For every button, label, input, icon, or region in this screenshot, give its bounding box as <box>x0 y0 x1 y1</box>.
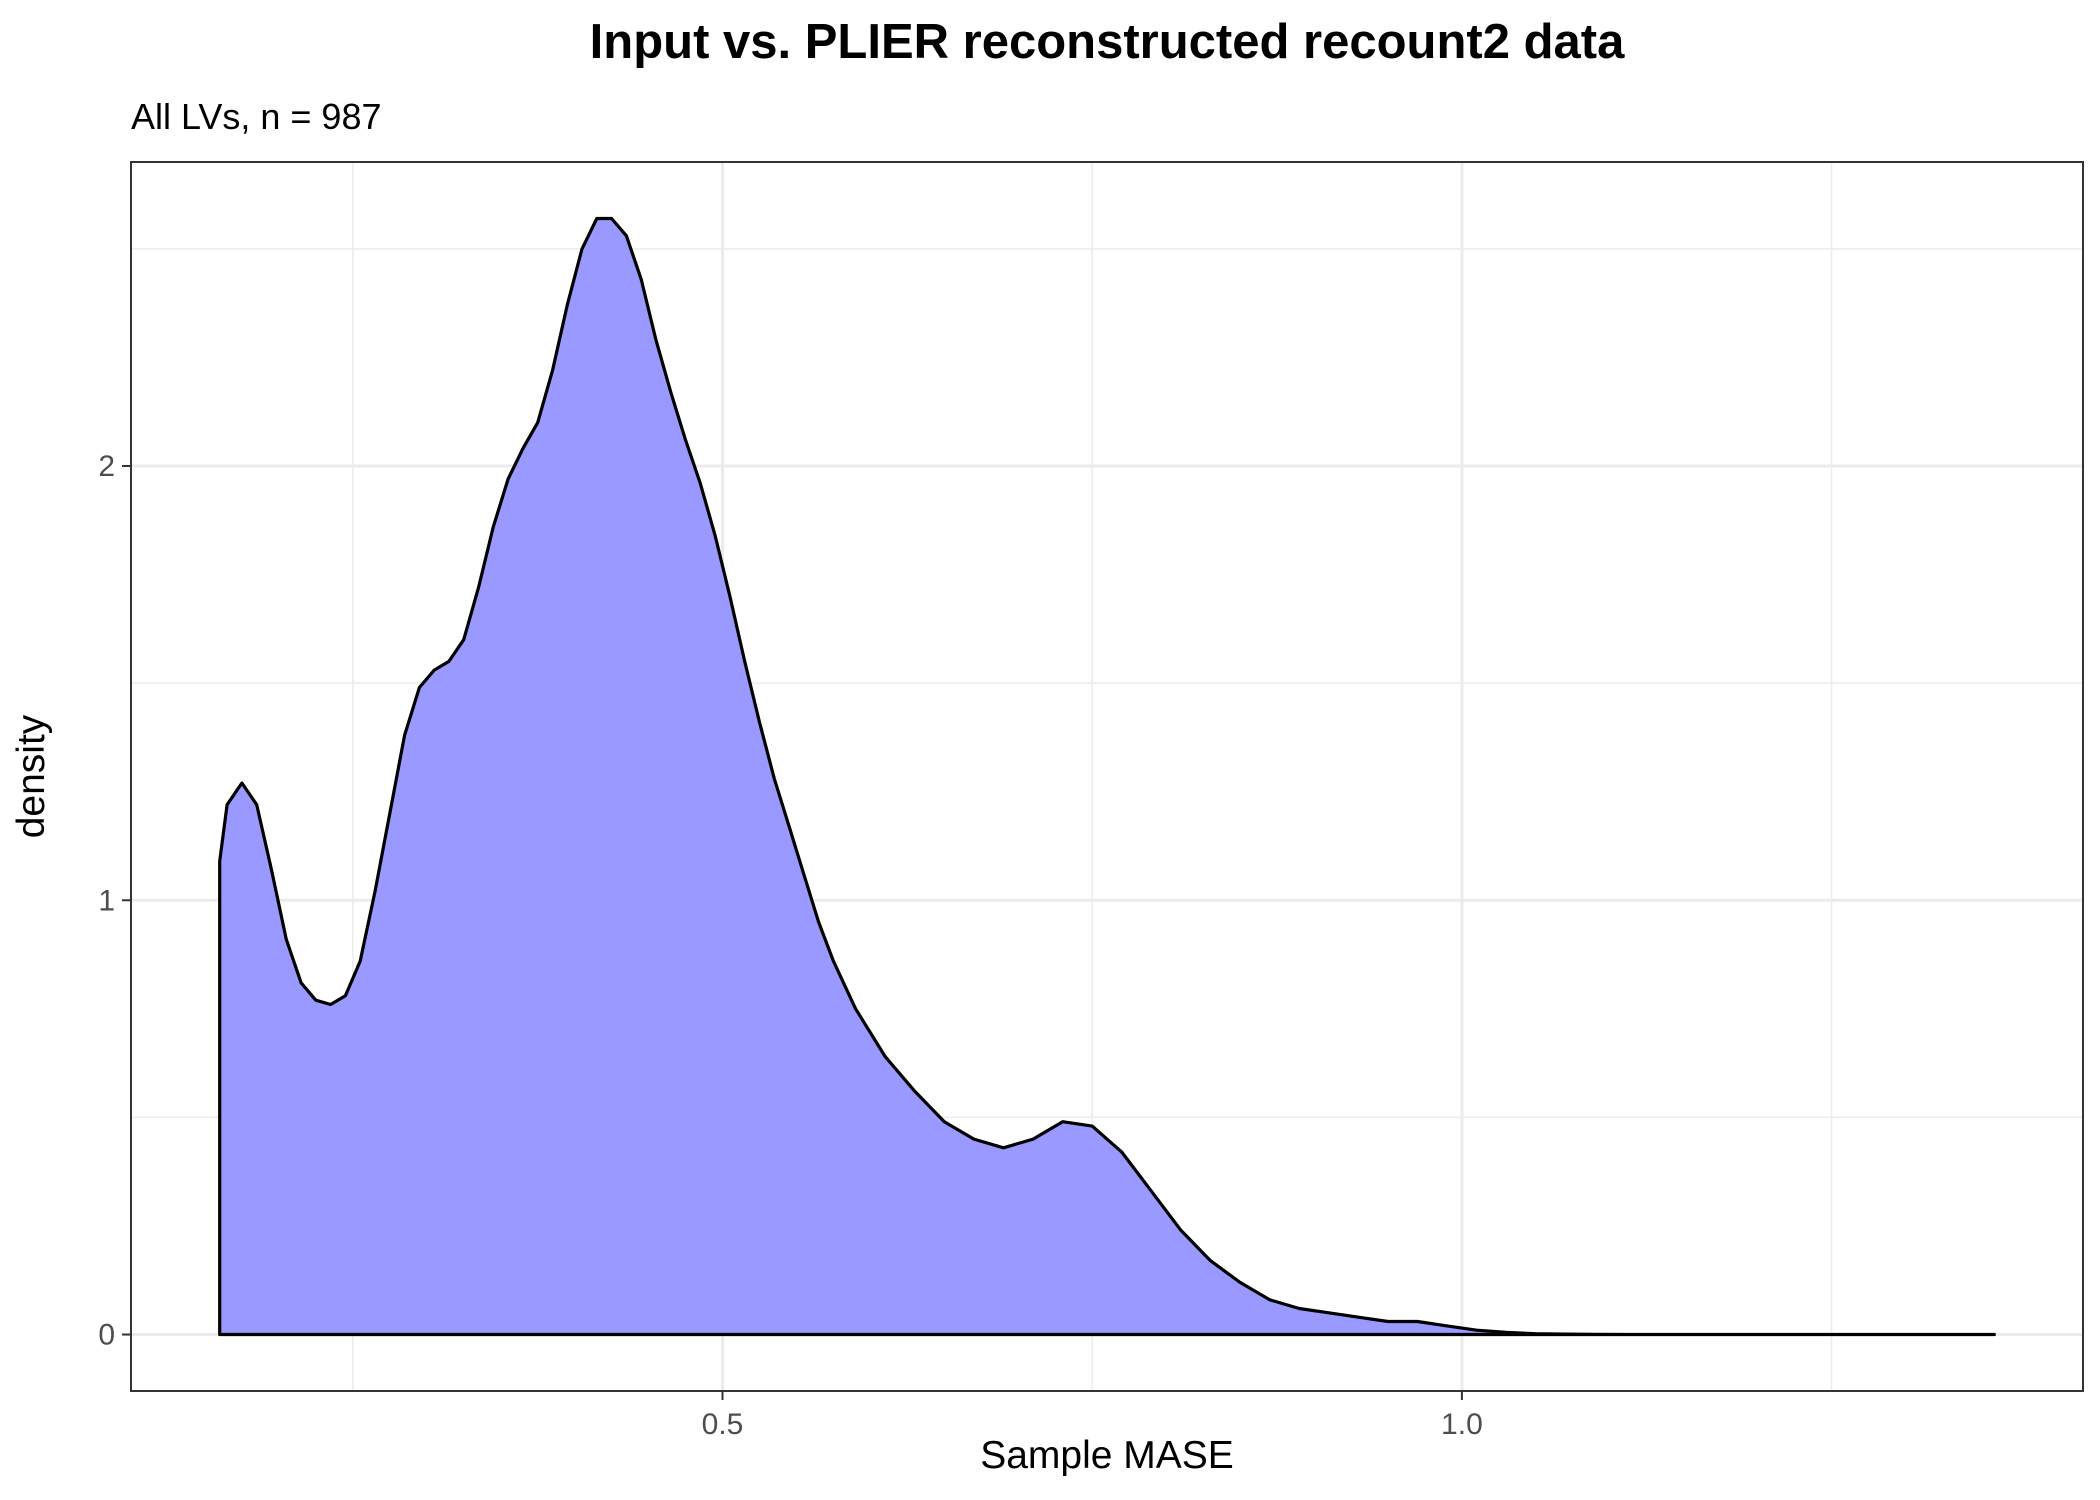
x-axis-title: Sample MASE <box>980 1434 1234 1477</box>
x-tick-label: 1.0 <box>1441 1408 1483 1441</box>
area-layer <box>218 216 1996 1337</box>
y-tick-label: 2 <box>98 450 115 483</box>
y-axis-title: density <box>10 714 53 838</box>
y-tick-label: 1 <box>98 884 115 917</box>
x-tick-label: 0.5 <box>702 1408 744 1441</box>
chart-title: Input vs. PLIER reconstructed recount2 d… <box>589 15 1625 69</box>
plot-frame <box>130 161 2084 1392</box>
density-area <box>218 216 1996 1337</box>
chart-subtitle: All LVs, n = 987 <box>131 96 382 137</box>
ticks-layer: 0.5 1.0 0 1 2 <box>98 450 1482 1441</box>
y-tick-label: 0 <box>98 1319 115 1352</box>
